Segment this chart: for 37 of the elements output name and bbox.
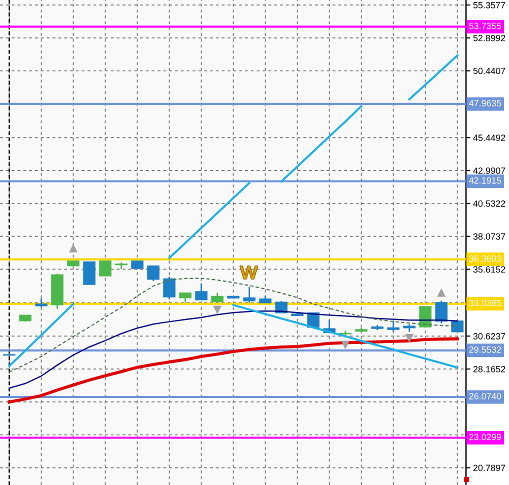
candlestick	[387, 320, 400, 332]
point	[69, 244, 78, 252]
y-tick-label: 42.9907	[473, 168, 506, 174]
y-tick-label: 52.8992	[473, 34, 506, 42]
point	[341, 340, 350, 350]
ref-line-label: 42.1915	[469, 177, 502, 184]
line-series	[232, 304, 458, 369]
candlestick	[99, 260, 112, 276]
y-tick-label: 55.3577	[473, 2, 506, 8]
ref-line-label: 47.9635	[469, 100, 502, 106]
y-tick-label: 30.6237	[473, 333, 506, 340]
y-tick-label: 38.0737	[473, 233, 506, 240]
ref-line-label: 33.0365	[469, 300, 502, 306]
candlestick	[83, 261, 96, 285]
candlestick	[163, 276, 176, 300]
candlestick	[195, 282, 208, 300]
ref-line-label: 26.0740	[469, 393, 502, 400]
candlestick	[147, 265, 160, 282]
candlestick	[35, 298, 48, 308]
point	[437, 288, 446, 297]
candlestick	[243, 286, 256, 304]
y-tick-label: 35.6152	[473, 266, 506, 273]
y-tick-label: 20.7897	[473, 464, 506, 472]
point	[405, 334, 414, 343]
point	[213, 306, 222, 314]
ref-line-label: 29.5532	[469, 346, 501, 353]
ref-line-label: 53.7355	[469, 22, 502, 30]
y-tick-label: 40.5322	[473, 200, 506, 207]
y-tick-label: 45.4492	[473, 134, 506, 141]
y-tick-label: 28.1652	[473, 366, 506, 372]
ref-line-label: 23.0299	[469, 434, 501, 440]
y-tick-label: 50.4407	[473, 68, 506, 74]
candlestick	[179, 292, 192, 304]
ref-line-label: 36.3603	[469, 255, 502, 262]
annotation: W	[240, 266, 258, 279]
candlestick	[435, 300, 448, 324]
line-series	[8, 278, 458, 373]
